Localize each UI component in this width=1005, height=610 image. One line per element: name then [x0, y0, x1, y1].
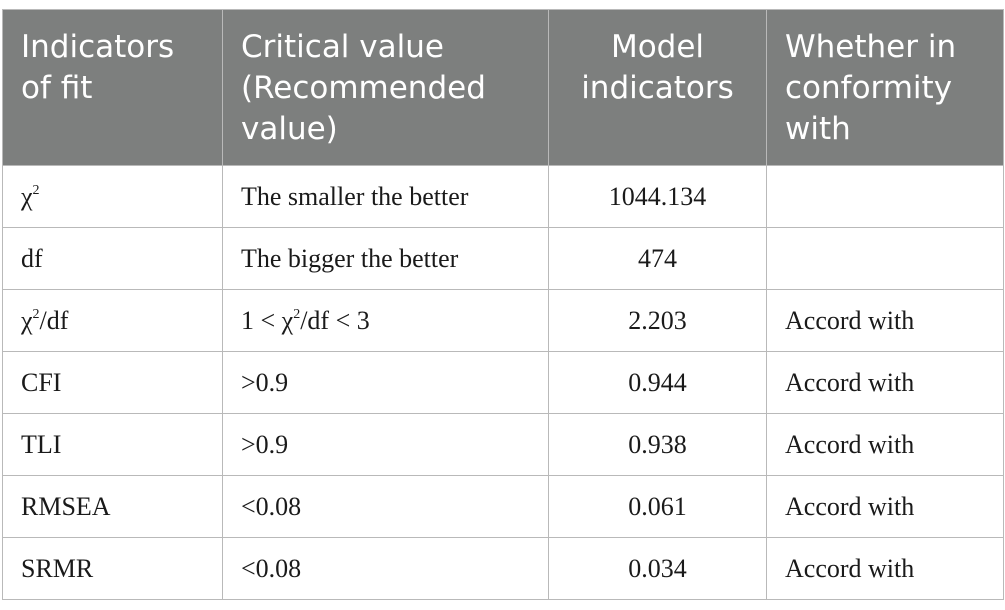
indicator-text: χ	[21, 181, 33, 211]
critical-text: 1 < χ	[241, 305, 294, 335]
cell-indicator: SRMR	[2, 537, 223, 600]
cell-conformity	[766, 165, 1004, 228]
cell-model-indicator: 0.938	[548, 413, 767, 476]
fit-indices-table-container: Indicators of fit Critical value (Recomm…	[0, 9, 1005, 600]
table-row: df The bigger the better 474	[2, 227, 1004, 290]
table-header: Indicators of fit Critical value (Recomm…	[2, 9, 1004, 166]
critical-text: >0.9	[241, 367, 289, 397]
header-indicators: Indicators of fit	[2, 9, 223, 166]
table-row: χ2/df 1 < χ2/df < 3 2.203 Accord with	[2, 289, 1004, 352]
cell-critical-value: The smaller the better	[222, 165, 549, 228]
fit-indices-table: Indicators of fit Critical value (Recomm…	[2, 9, 1004, 600]
indicator-text: RMSEA	[21, 491, 111, 521]
table-row: SRMR <0.08 0.034 Accord with	[2, 537, 1004, 600]
cell-indicator: RMSEA	[2, 475, 223, 538]
cell-indicator: χ2/df	[2, 289, 223, 352]
cell-model-indicator: 0.034	[548, 537, 767, 600]
indicator-text: CFI	[21, 367, 62, 397]
cell-indicator: TLI	[2, 413, 223, 476]
indicator-superscript: 2	[32, 306, 40, 322]
critical-text: <0.08	[241, 491, 302, 521]
cell-model-indicator: 1044.134	[548, 165, 767, 228]
cell-conformity: Accord with	[766, 475, 1004, 538]
cell-model-indicator: 474	[548, 227, 767, 290]
cell-model-indicator: 0.061	[548, 475, 767, 538]
critical-text: <0.08	[241, 553, 302, 583]
critical-superscript: 2	[293, 306, 301, 322]
cell-critical-value: <0.08	[222, 537, 549, 600]
table-row: CFI >0.9 0.944 Accord with	[2, 351, 1004, 414]
header-critical-value: Critical value (Recommended value)	[222, 9, 549, 166]
critical-text: The smaller the better	[241, 181, 469, 211]
cell-critical-value: The bigger the better	[222, 227, 549, 290]
cell-conformity: Accord with	[766, 289, 1004, 352]
cell-critical-value: <0.08	[222, 475, 549, 538]
header-row: Indicators of fit Critical value (Recomm…	[2, 9, 1004, 166]
cell-indicator: df	[2, 227, 223, 290]
cell-critical-value: >0.9	[222, 351, 549, 414]
table-row: χ2 The smaller the better 1044.134	[2, 165, 1004, 228]
cell-indicator: χ2	[2, 165, 223, 228]
table-row: RMSEA <0.08 0.061 Accord with	[2, 475, 1004, 538]
header-model-indicators: Model indicators	[548, 9, 767, 166]
cell-conformity: Accord with	[766, 351, 1004, 414]
table-row: TLI >0.9 0.938 Accord with	[2, 413, 1004, 476]
cell-conformity: Accord with	[766, 413, 1004, 476]
critical-text: The bigger the better	[241, 243, 459, 273]
indicator-text: χ	[21, 305, 33, 335]
cell-critical-value: >0.9	[222, 413, 549, 476]
indicator-text: SRMR	[21, 553, 94, 583]
indicator-text: df	[21, 243, 43, 273]
critical-text: >0.9	[241, 429, 289, 459]
cell-model-indicator: 2.203	[548, 289, 767, 352]
indicator-tail: /df	[39, 305, 69, 335]
cell-model-indicator: 0.944	[548, 351, 767, 414]
header-conformity: Whether in conformity with	[766, 9, 1004, 166]
critical-tail: /df < 3	[300, 305, 370, 335]
cell-critical-value: 1 < χ2/df < 3	[222, 289, 549, 352]
cell-conformity	[766, 227, 1004, 290]
indicator-superscript: 2	[32, 182, 40, 198]
cell-indicator: CFI	[2, 351, 223, 414]
indicator-text: TLI	[21, 429, 62, 459]
cell-conformity: Accord with	[766, 537, 1004, 600]
table-body: χ2 The smaller the better 1044.134 df Th…	[2, 165, 1004, 600]
